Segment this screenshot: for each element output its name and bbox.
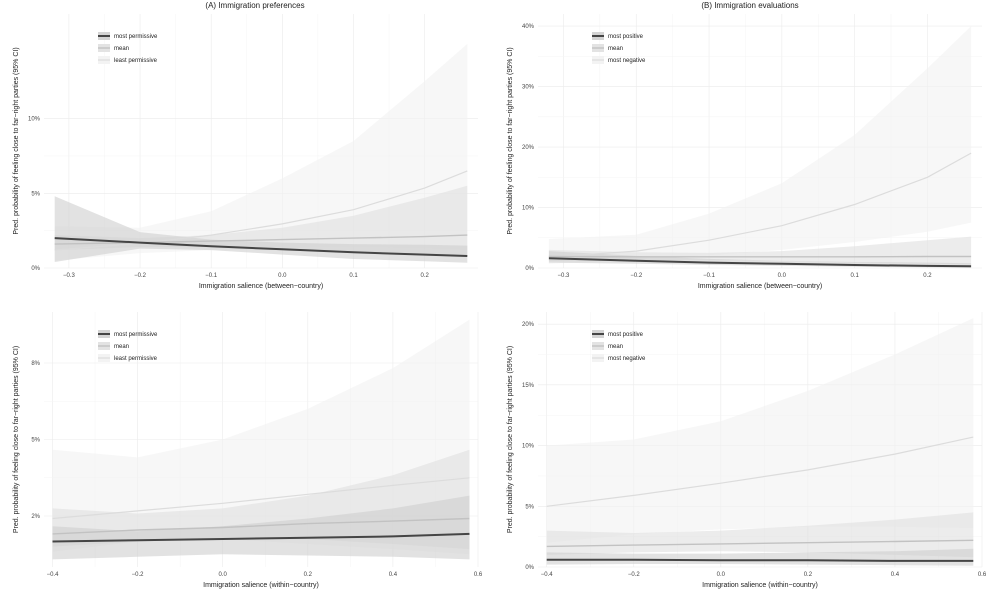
chart-B2-y-tick-label: 5%	[525, 504, 534, 510]
chart-B2-y-axis-label: Pred. probability of feeling close to fa…	[507, 346, 514, 533]
chart-A2-y-tick-label: 2%	[31, 514, 40, 520]
chart-B1-legend-label: mean	[608, 46, 623, 52]
chart-A2-x-tick-label: −0.4	[47, 572, 60, 578]
chart-B1-y-tick-label: 20%	[522, 145, 535, 151]
chart-B1-legend-label: most negative	[608, 58, 646, 64]
chart-A2-x-tick-label: 0.0	[219, 572, 228, 578]
chart-B2-y-tick-label: 0%	[525, 565, 534, 571]
chart-A1-x-tick-label: 0.2	[420, 273, 429, 279]
chart-B2-y-tick-label: 10%	[522, 444, 535, 450]
chart-A1: −0.3 −0.2 −0.1 0.0 0.1 0.2 0% 5% 10% Immigration …	[13, 14, 478, 290]
chart-A1-y-axis-label: Pred. probability of feeling close to fa…	[13, 47, 20, 234]
column-title-a: (A) Immigration preferences	[205, 1, 304, 10]
chart-A2-y-axis-label: Pred. probability of feeling close to fa…	[13, 346, 20, 533]
chart-A1-x-axis-label: Immigration salience (between−country)	[199, 283, 323, 290]
chart-B2-legend-label: mean	[608, 344, 623, 350]
chart-A1-y-tick-label: 0%	[31, 266, 40, 272]
chart-B2-y-tick-label: 20%	[522, 322, 535, 328]
chart-B1-y-tick-label: 40%	[522, 24, 535, 30]
chart-A2-x-tick-label: 0.6	[474, 572, 483, 578]
chart-A1-x-tick-label: 0.1	[349, 273, 358, 279]
chart-B1-x-tick-label: −0.3	[558, 273, 571, 279]
chart-B1: −0.3 −0.2 −0.1 0.0 0.1 0.2 0% 10% 20% 30% 40% Immig…	[507, 14, 982, 290]
chart-B2-x-tick-label: −0.4	[541, 572, 554, 578]
chart-B2-x-tick-label: 0.2	[804, 572, 813, 578]
chart-B1-y-tick-label: 30%	[522, 85, 535, 91]
chart-A1-y-tick-label: 5%	[31, 191, 40, 197]
chart-B1-x-tick-label: −0.1	[703, 273, 716, 279]
chart-A2: −0.4 −0.2 0.0 0.2 0.4 0.6 2% 5% 8% Immigration sa…	[13, 312, 483, 589]
chart-A1-legend-label: most permissive	[114, 34, 158, 40]
chart-B2-y-tick-label: 15%	[522, 383, 535, 389]
chart-B2-x-tick-label: 0.0	[717, 572, 726, 578]
chart-A1-y-tick-label: 10%	[28, 117, 41, 123]
chart-B2-x-tick-label: −0.2	[628, 572, 641, 578]
chart-B2-legend-label: most positive	[608, 332, 644, 338]
chart-B1-x-tick-label: −0.2	[630, 273, 643, 279]
chart-A1-legend-label: mean	[114, 46, 129, 52]
chart-B1-legend-label: most positive	[608, 34, 644, 40]
chart-B2-band-most-negative	[547, 318, 974, 543]
chart-B1-y-tick-label: 10%	[522, 206, 535, 212]
chart-A1-x-tick-label: −0.1	[205, 273, 218, 279]
chart-A2-legend-label: most permissive	[114, 332, 158, 338]
chart-A2-y-tick-label: 8%	[31, 361, 40, 367]
chart-A1-x-tick-label: −0.2	[134, 273, 147, 279]
chart-B2-legend-label: most negative	[608, 356, 646, 362]
chart-B2-x-axis-label: Immigration salience (within−country)	[702, 582, 818, 589]
chart-A1-legend-label: least permissive	[114, 58, 158, 64]
chart-A2-legend-label: least permissive	[114, 356, 158, 362]
chart-A2-legend-label: mean	[114, 344, 129, 350]
chart-B1-x-axis-label: Immigration salience (between−country)	[698, 283, 822, 290]
chart-A1-x-tick-label: 0.0	[278, 273, 287, 279]
chart-A2-x-axis-label: Immigration salience (within−country)	[203, 582, 319, 589]
chart-B1-x-tick-label: 0.0	[778, 273, 787, 279]
chart-B2: −0.4 −0.2 0.0 0.2 0.4 0.6 0% 5% 10% 15% 20% Immigra…	[507, 312, 987, 589]
chart-A2-x-tick-label: 0.2	[304, 572, 313, 578]
chart-B1-y-axis-label: Pred. probability of feeling close to fa…	[507, 47, 514, 234]
chart-B1-x-tick-label: 0.1	[850, 273, 859, 279]
chart-B1-y-tick-label: 0%	[525, 266, 534, 272]
column-title-b: (B) Immigration evaluations	[701, 1, 798, 10]
chart-B2-x-tick-label: 0.6	[978, 572, 987, 578]
chart-B2-x-tick-label: 0.4	[891, 572, 900, 578]
chart-A1-x-tick-label: −0.3	[63, 273, 76, 279]
chart-A2-y-tick-label: 5%	[31, 438, 40, 444]
chart-A2-x-tick-label: 0.4	[389, 572, 398, 578]
chart-B1-x-tick-label: 0.2	[923, 273, 932, 279]
chart-A2-x-tick-label: −0.2	[132, 572, 145, 578]
